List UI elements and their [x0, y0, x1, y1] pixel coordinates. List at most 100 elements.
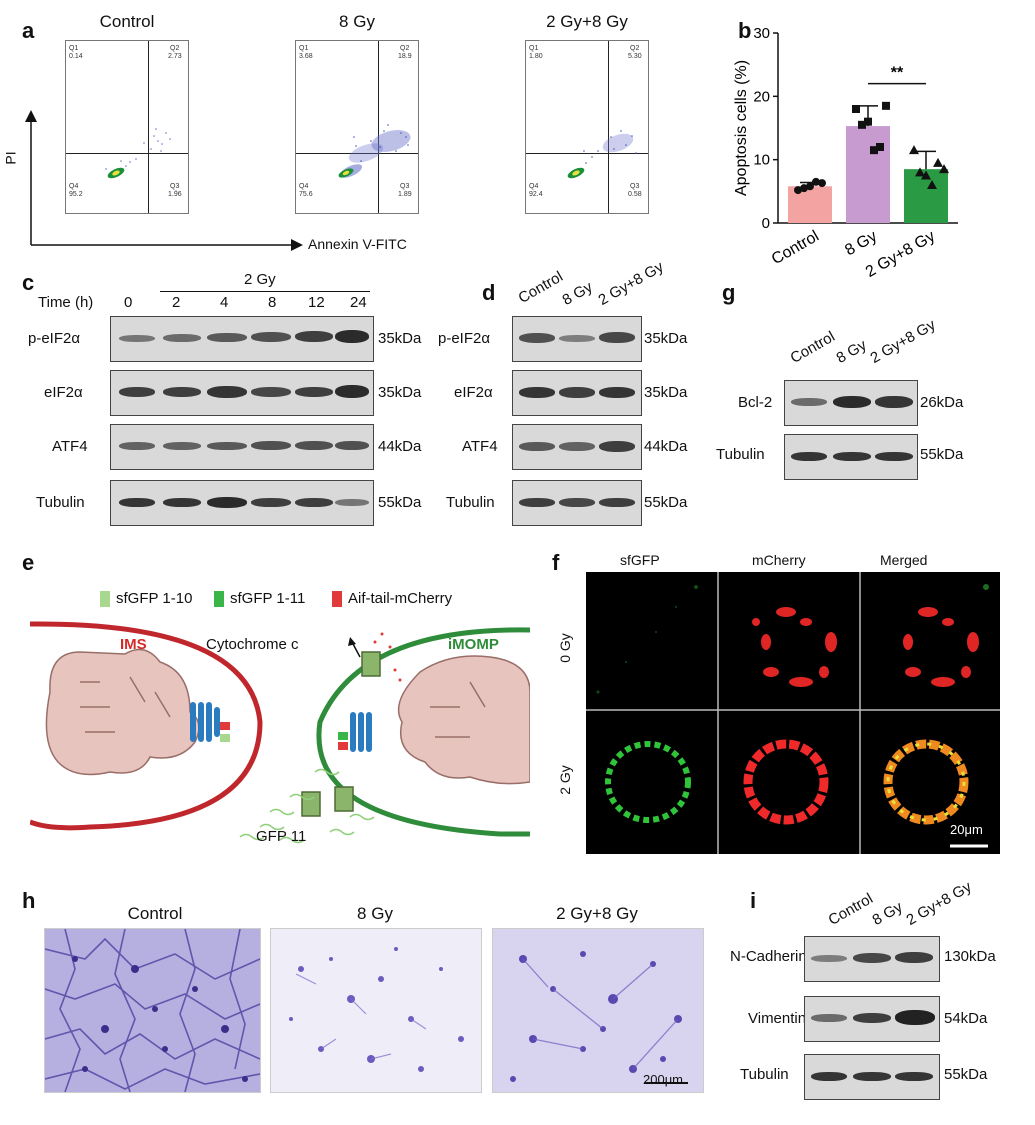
transwell-image-control	[44, 928, 261, 1093]
data-point	[870, 146, 878, 155]
confocal-row-0gy: 0 Gy	[556, 633, 573, 663]
kda-g-bcl2: 26kDa	[920, 394, 964, 411]
lane-2gy-8gy: 2 Gy+8 Gy	[867, 316, 939, 367]
confocal-grid	[586, 572, 1000, 854]
blot-label-eif2a: eIF2α	[44, 384, 83, 401]
y-tick-label: 0	[762, 215, 770, 232]
quadrant-q2-value: 2.73	[168, 53, 182, 60]
panel-label-b: b	[738, 18, 752, 43]
facs-x-label: Annexin V-FITC	[308, 236, 407, 252]
data-point	[858, 120, 866, 129]
data-point	[915, 167, 925, 177]
quadrant-q4-value: 75.6	[299, 191, 313, 198]
blot-eif2a	[110, 370, 374, 416]
blot-label-eif2a: eIF2α	[454, 384, 493, 401]
legend-aif-tail-mcherry: Aif-tail-mCherry	[348, 590, 453, 607]
panel-label-a: a	[22, 18, 35, 43]
y-tick-label: 20	[753, 88, 770, 105]
kda-d-atf4: 44kDa	[644, 438, 688, 455]
blot-label-atf4: ATF4	[462, 438, 498, 455]
blot-g-bcl2	[784, 380, 918, 426]
time-4: 4	[220, 294, 229, 311]
blot-label-p-eif2a: p-eIF2α	[28, 330, 81, 347]
quadrant-q4-name: Q4	[299, 183, 309, 190]
blot-label-atf4: ATF4	[52, 438, 88, 455]
confocal-row-2gy: 2 Gy	[556, 765, 573, 795]
blot-label-vimentin: Vimentin	[748, 1010, 807, 1027]
data-point	[927, 180, 937, 189]
transwell-title-2gy-8gy: 2 Gy+8 Gy	[556, 904, 638, 923]
panel-c-group-line	[160, 291, 370, 292]
kda-d-eif2a: 35kDa	[644, 384, 688, 401]
facs-scatter-2gy-8gy	[567, 130, 637, 179]
panel-c-group-label: 2 Gy	[244, 271, 276, 288]
quadrant-q4-name: Q4	[529, 183, 539, 190]
confocal-scale-bar: 20μm	[950, 822, 983, 837]
facs-scatter-8gy	[338, 124, 411, 178]
blot-atf4	[110, 424, 374, 470]
quadrant-q3-value: 0.58	[628, 191, 642, 198]
facs-title-8gy: 8 Gy	[339, 12, 375, 31]
transwell-image-8gy	[270, 928, 482, 1093]
quadrant-q3-name: Q3	[630, 183, 640, 190]
kda-g-tubulin: 55kDa	[920, 446, 964, 463]
time-0: 0	[124, 294, 133, 311]
data-point	[794, 186, 802, 195]
quadrant-q3-name: Q3	[400, 183, 410, 190]
bar-1	[846, 126, 890, 223]
blot-label-tubulin: Tubulin	[716, 446, 765, 463]
facs-plot-2gy-8gy: Q1 1.80 Q2 5.30 Q4 92.4 Q3 0.58	[525, 40, 649, 214]
kda-i-vimentin: 54kDa	[944, 1010, 988, 1027]
quadrant-q4-name: Q4	[69, 183, 79, 190]
y-axis-label: Apoptosis cells (%)	[733, 60, 750, 196]
kda-atf4: 44kDa	[378, 438, 422, 455]
data-point	[864, 117, 872, 126]
data-point	[933, 157, 943, 167]
blot-i-n-cadherin	[804, 936, 940, 982]
facs-scatter-control	[105, 128, 177, 192]
quadrant-q1-name: Q1	[69, 45, 79, 52]
quadrant-q1-value: 0.14	[69, 53, 83, 60]
kda-eif2a: 35kDa	[378, 384, 422, 401]
data-point	[882, 101, 890, 110]
blot-label-n-cadherin: N-Cadherin	[730, 948, 807, 965]
blot-label-bcl2: Bcl-2	[738, 394, 773, 411]
quadrant-q3-value: 1.96	[168, 191, 182, 198]
lane-control: Control	[787, 328, 838, 367]
data-point	[806, 182, 814, 191]
confocal-col-sfgfp: sfGFP	[620, 552, 660, 568]
panel-label-c: c	[22, 270, 35, 295]
data-point	[909, 145, 919, 155]
panel-label-g: g	[722, 280, 736, 305]
data-point	[852, 105, 860, 113]
mitochondria-diagram	[30, 621, 530, 844]
blot-i-tubulin	[804, 1054, 940, 1100]
kda-p-eif2a: 35kDa	[378, 330, 422, 347]
kda-d-tubulin: 55kDa	[644, 494, 688, 511]
blot-d-p-eif2a	[512, 316, 642, 362]
facs-title-2gy-8gy: 2 Gy+8 Gy	[546, 12, 628, 31]
blot-i-vimentin	[804, 996, 940, 1042]
quadrant-q2-name: Q2	[170, 45, 180, 52]
facs-plot-8gy: Q1 3.68 Q2 18.9 Q4 75.6 Q3 1.89	[295, 40, 419, 214]
quadrant-q3-value: 1.89	[398, 191, 412, 198]
legend-sfgfp-1-11: sfGFP 1-11	[230, 590, 306, 607]
data-point	[818, 179, 826, 188]
panel-label-i: i	[750, 888, 757, 913]
y-tick-label: 30	[753, 25, 770, 42]
data-point	[876, 143, 884, 151]
lane-control: Control	[515, 268, 566, 307]
blot-label-p-eif2a: p-eIF2α	[438, 330, 491, 347]
x-category-label: 8 Gy	[842, 228, 880, 260]
quadrant-q3-name: Q3	[170, 183, 180, 190]
panel-c-time-label: Time (h)	[38, 294, 94, 311]
facs-axes-arrows	[25, 110, 303, 251]
lane-control: Control	[825, 890, 876, 929]
data-point	[921, 170, 931, 180]
time-12: 12	[308, 294, 325, 311]
gfp11-label: GFP 11	[256, 828, 307, 845]
transwell-scale-bar: 200μm	[643, 1072, 684, 1087]
kda-i-tubulin: 55kDa	[944, 1066, 988, 1083]
quadrant-q1-value: 3.68	[299, 53, 313, 60]
